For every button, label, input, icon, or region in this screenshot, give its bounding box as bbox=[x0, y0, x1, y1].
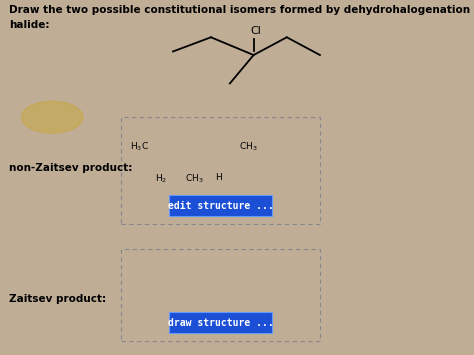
Text: CH$_3$: CH$_3$ bbox=[239, 141, 258, 153]
FancyBboxPatch shape bbox=[169, 312, 272, 333]
Text: edit structure ...: edit structure ... bbox=[167, 201, 273, 211]
Ellipse shape bbox=[21, 101, 83, 133]
Text: H: H bbox=[215, 173, 221, 182]
Text: Cl: Cl bbox=[251, 26, 261, 36]
FancyBboxPatch shape bbox=[121, 117, 320, 224]
Text: Draw the two possible constitutional isomers formed by dehydrohalogenation of th: Draw the two possible constitutional iso… bbox=[9, 5, 474, 15]
Text: Zaitsev product:: Zaitsev product: bbox=[9, 294, 107, 304]
Text: CH$_3$: CH$_3$ bbox=[185, 173, 204, 185]
FancyBboxPatch shape bbox=[121, 248, 320, 341]
Text: draw structure ...: draw structure ... bbox=[167, 318, 273, 328]
Text: H$_2$: H$_2$ bbox=[155, 173, 167, 185]
Text: halide:: halide: bbox=[9, 20, 50, 29]
Text: non-Zaitsev product:: non-Zaitsev product: bbox=[9, 163, 133, 173]
Text: H$_3$C: H$_3$C bbox=[130, 141, 149, 153]
FancyBboxPatch shape bbox=[169, 195, 272, 216]
